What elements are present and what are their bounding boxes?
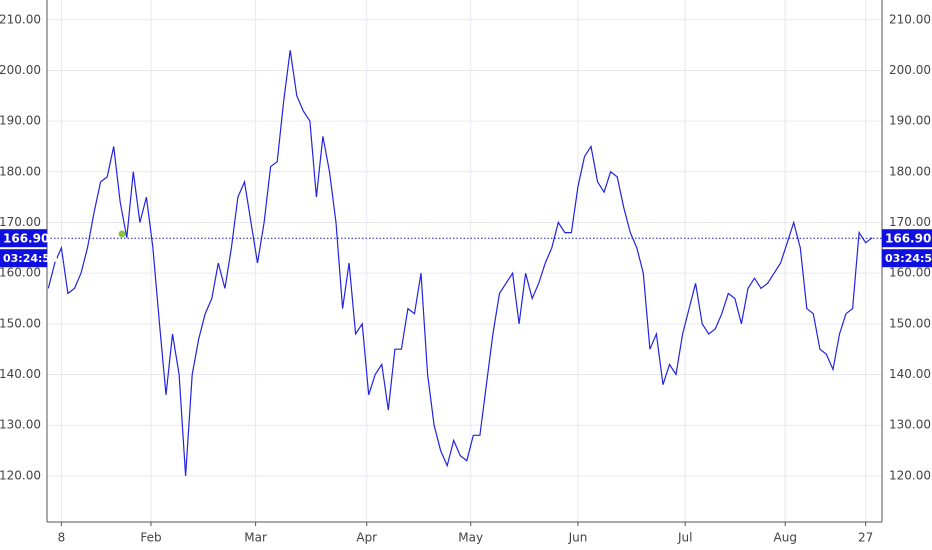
x-tick-label: Mar <box>244 531 267 545</box>
countdown-badge <box>0 249 47 268</box>
price-line <box>47 50 873 476</box>
y-tick-label: 210.00 <box>0 12 41 26</box>
x-tick-label: Jul <box>677 531 692 545</box>
x-tick-label: Aug <box>774 531 797 545</box>
price-badge-label: 166.90 <box>3 232 49 246</box>
price-badge-label: 166.90 <box>885 232 931 246</box>
x-tick-label: May <box>458 531 483 545</box>
x-tick-label: Jun <box>568 531 588 545</box>
y-tick-label: 130.00 <box>0 418 41 432</box>
y-tick-label: 140.00 <box>0 367 41 381</box>
y-tick-label: 210.00 <box>889 12 931 26</box>
y-tick-label: 130.00 <box>889 418 931 432</box>
x-tick-label: 27 <box>858 531 873 545</box>
y-tick-label: 160.00 <box>0 266 41 280</box>
y-tick-label: 120.00 <box>0 468 41 482</box>
y-tick-label: 170.00 <box>889 215 931 229</box>
y-tick-label: 140.00 <box>889 367 931 381</box>
x-tick-label: 8 <box>58 531 66 545</box>
y-tick-label: 160.00 <box>889 266 931 280</box>
price-badge <box>0 229 47 248</box>
y-tick-label: 170.00 <box>0 215 41 229</box>
y-tick-label: 200.00 <box>0 63 41 77</box>
y-tick-label: 150.00 <box>0 316 41 330</box>
y-tick-label: 200.00 <box>889 63 931 77</box>
grid <box>47 0 882 522</box>
y-tick-label: 150.00 <box>889 316 931 330</box>
countdown-label: 03:24:56 <box>3 252 58 265</box>
y-tick-label: 180.00 <box>889 164 931 178</box>
alert-dot <box>118 230 126 238</box>
plot <box>47 50 873 476</box>
countdown-label: 03:24:56 <box>885 252 932 265</box>
y-tick-label: 190.00 <box>889 114 931 128</box>
countdown-badge <box>882 249 932 268</box>
y-tick-label: 120.00 <box>889 468 931 482</box>
x-tick-label: Apr <box>356 531 377 545</box>
y-tick-label: 190.00 <box>0 114 41 128</box>
price-badge <box>882 229 932 248</box>
x-tick-label: Feb <box>140 531 161 545</box>
y-tick-label: 180.00 <box>0 164 41 178</box>
